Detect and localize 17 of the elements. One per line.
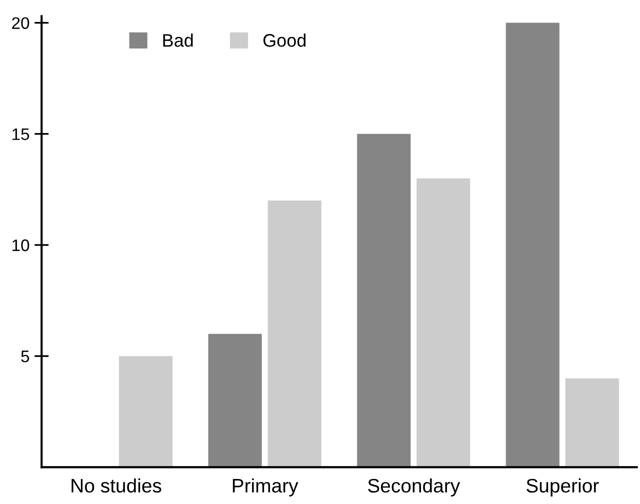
legend-label: Good (263, 34, 306, 47)
y-tick-label: 10 (12, 239, 30, 252)
bar (506, 22, 560, 468)
x-tick-label: Superior (526, 478, 599, 496)
bar (268, 200, 322, 468)
x-tick-label: No studies (72, 478, 162, 493)
x-tick-label: Secondary (368, 478, 460, 496)
bar (416, 178, 470, 468)
bar (118, 356, 173, 468)
x-tick-label: Primary (232, 478, 298, 496)
y-tick-label: 20 (12, 17, 30, 29)
y-tick-label: 5 (21, 350, 30, 362)
bar (565, 378, 619, 468)
y-tick-label: 15 (12, 128, 30, 140)
legend-label: Bad (163, 34, 193, 47)
bar (357, 134, 411, 468)
bar (208, 334, 262, 468)
